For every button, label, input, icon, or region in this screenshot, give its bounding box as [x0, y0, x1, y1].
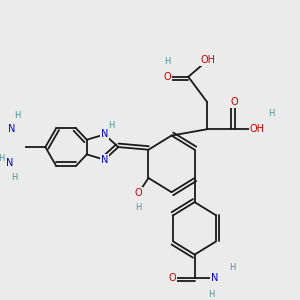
Text: N: N [211, 273, 218, 283]
Text: H: H [208, 290, 214, 299]
Text: N: N [6, 158, 14, 168]
Text: H: H [164, 57, 171, 66]
Text: H: H [135, 203, 142, 212]
Text: H: H [229, 263, 235, 272]
Text: H: H [268, 109, 274, 118]
Text: N: N [101, 130, 108, 140]
Text: O: O [231, 97, 239, 107]
Text: O: O [164, 72, 171, 82]
Text: H: H [12, 173, 18, 182]
Text: O: O [168, 273, 176, 283]
Text: H: H [108, 121, 115, 130]
Text: N: N [101, 155, 108, 165]
Text: H: H [15, 111, 21, 120]
Text: H: H [0, 154, 4, 163]
Text: N: N [8, 124, 16, 134]
Text: OH: OH [250, 124, 265, 134]
Text: OH: OH [200, 55, 215, 65]
Text: O: O [135, 188, 142, 198]
